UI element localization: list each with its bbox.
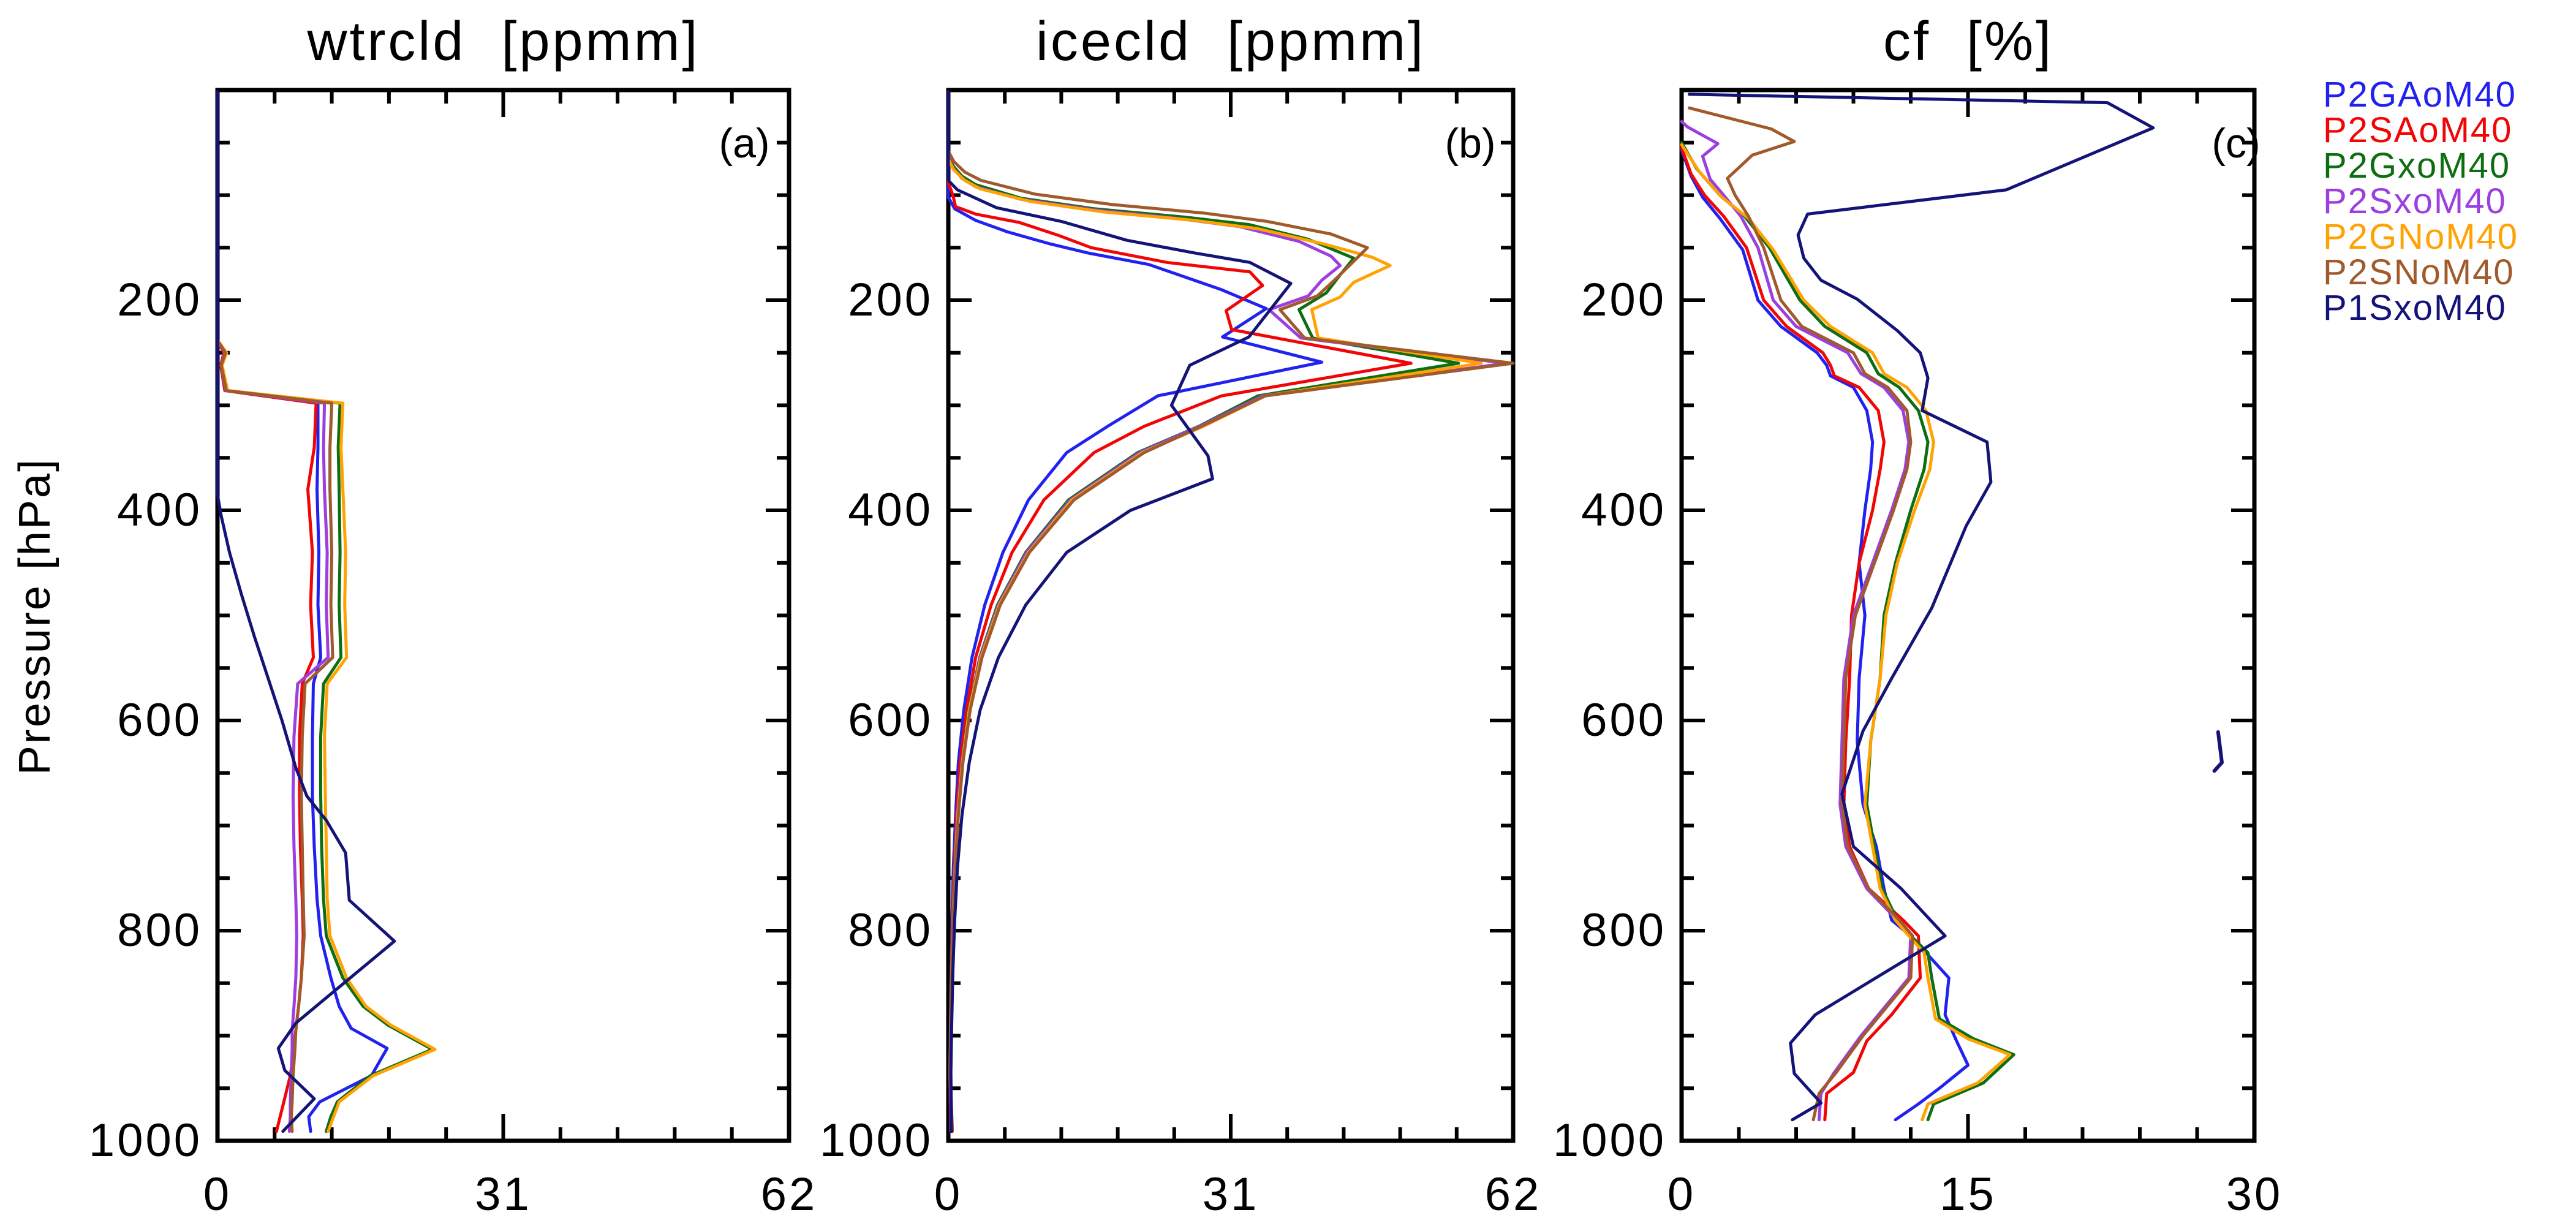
x-tick-label-b-0: 0 (934, 1168, 963, 1220)
panel-b-label: (b) (1445, 120, 1496, 167)
y-tick-label-c-800: 800 (1581, 904, 1666, 956)
series-line-P2SNoM40-b (946, 90, 1515, 1133)
x-tick-label-c-15: 15 (1940, 1168, 1996, 1220)
x-tick-label-c-0: 0 (1667, 1168, 1696, 1220)
y-tick-label-b-600: 600 (848, 694, 933, 746)
y-tick-label-c-400: 400 (1581, 484, 1666, 536)
series-line-P2GxoM40-b (946, 90, 1460, 1133)
series-line-P2GNoM40-b (946, 90, 1483, 1133)
series-line-P2SAoM40-c (1680, 146, 1922, 1122)
series-line-P1SxoM40-c (1688, 93, 2155, 1122)
panel-b (946, 88, 1516, 1143)
legend-item-P2GAoM40: P2GAoM40 (2323, 75, 2517, 115)
legend-item-P2GNoM40: P2GNoM40 (2323, 217, 2519, 257)
series-line-P2GxoM40-a (216, 90, 434, 1133)
y-tick-label-b-200: 200 (848, 274, 933, 326)
y-tick-label-c-200: 200 (1581, 274, 1666, 326)
x-tick-label-a-0: 0 (203, 1168, 232, 1220)
series-line-P2SNoM40-c (1688, 106, 1914, 1122)
legend-item-P2SNoM40: P2SNoM40 (2323, 252, 2515, 292)
legend-item-P2SxoM40: P2SxoM40 (2323, 181, 2507, 221)
series-line-P2GxoM40-c (1680, 141, 2015, 1122)
y-tick-label-b-400: 400 (848, 484, 933, 536)
y-tick-label-a-200: 200 (117, 274, 202, 326)
panel-a (215, 88, 791, 1143)
x-tick-label-b-31: 31 (1202, 1168, 1260, 1220)
panel-c-title: cf [%] (1883, 11, 2054, 72)
y-tick-label-c-600: 600 (1581, 694, 1666, 746)
panel-c (1679, 88, 2257, 1143)
panel-a-label: (a) (719, 120, 770, 167)
x-tick-label-a-62: 62 (760, 1168, 818, 1220)
y-tick-label-c-1000: 1000 (1552, 1114, 1666, 1167)
panel-a-frame (215, 88, 791, 1143)
series-line-P2SNoM40-a (216, 90, 334, 1133)
legend-item-P1SxoM40: P1SxoM40 (2323, 288, 2507, 328)
series-line-P1SxoM40-a (216, 90, 396, 1133)
series-line-P2SxoM40-b (946, 90, 1509, 1133)
y-tick-label-a-600: 600 (117, 694, 202, 746)
panel-a-title: wtrcld [ppmm] (307, 11, 700, 72)
panel-b-frame (946, 88, 1516, 1143)
x-tick-label-c-30: 30 (2226, 1168, 2283, 1220)
series-line-P1SxoM40-b (946, 90, 1293, 1133)
legend-item-P2SAoM40: P2SAoM40 (2323, 110, 2513, 150)
y-tick-label-b-800: 800 (848, 904, 933, 956)
panel-b-title: icecld [ppmm] (1035, 11, 1426, 72)
x-tick-label-a-31: 31 (475, 1168, 532, 1220)
legend-item-P2GxoM40: P2GxoM40 (2323, 146, 2511, 186)
y-tick-label-a-800: 800 (117, 904, 202, 956)
panel-c-label: (c) (2212, 120, 2261, 167)
y-tick-label-a-1000: 1000 (88, 1114, 202, 1167)
series-line-P2GNoM40-c (1680, 143, 2012, 1122)
stray-line-fragment (2212, 730, 2224, 773)
series-line-P2GAoM40-c (1680, 148, 1970, 1122)
series-line-P2SxoM40-c (1680, 119, 1913, 1122)
x-tick-label-b-62: 62 (1484, 1168, 1542, 1220)
y-tick-label-a-400: 400 (117, 484, 202, 536)
series-line-P2GAoM40-b (946, 90, 1324, 1133)
y-tick-label-b-1000: 1000 (819, 1114, 933, 1167)
